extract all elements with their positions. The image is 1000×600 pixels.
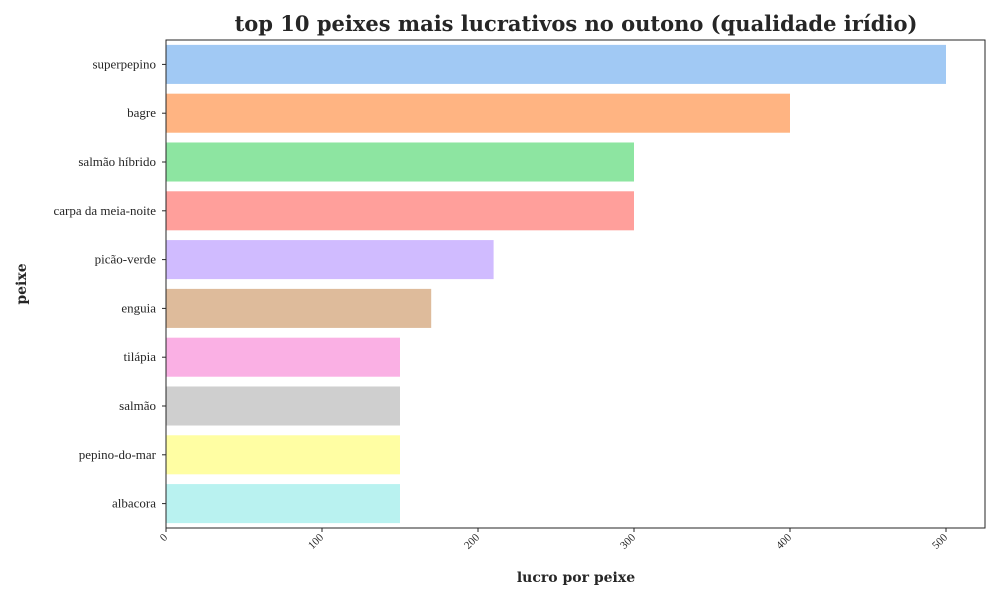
chart-title: top 10 peixes mais lucrativos no outono … [235,11,918,36]
x-tick-label: 200 [462,531,483,552]
x-tick-label: 300 [618,531,639,552]
x-tick-labels: 0 100 200 300 400 500 [158,528,951,552]
y-tick-label: salmão [119,398,156,413]
bar-8 [166,435,400,475]
y-tick-label: albacora [112,496,156,511]
bar-0 [166,44,946,84]
bar-9 [166,484,400,524]
bar-5 [166,288,432,328]
x-tick-label: 100 [306,531,327,552]
y-tick-label: picão-verde [95,252,157,267]
y-tick-label: tilápia [124,349,157,364]
y-axis-label: peixe [14,263,30,304]
plot-frame [165,39,986,529]
bar-4 [166,240,494,280]
bar-2 [166,142,634,182]
bars-group [166,44,946,524]
y-tick-label: superpepino [92,56,156,71]
x-tick-label: 400 [774,531,795,552]
bar-3 [166,191,634,231]
y-tick-label: pepino-do-mar [79,447,157,462]
bar-7 [166,386,400,426]
x-tick-label: 500 [930,531,951,552]
y-tick-label: salmão híbrido [78,154,156,169]
x-axis-label: lucro por peixe [517,570,635,586]
bar-1 [166,93,790,133]
x-tick-label: 0 [158,531,171,544]
y-tick-labels: superpepino bagre salmão híbrido carpa da m… [54,56,166,511]
y-tick-label: bagre [127,105,156,120]
y-tick-label: carpa da meia-noite [54,203,157,218]
bar-6 [166,337,400,377]
y-tick-label: enguia [121,300,156,315]
